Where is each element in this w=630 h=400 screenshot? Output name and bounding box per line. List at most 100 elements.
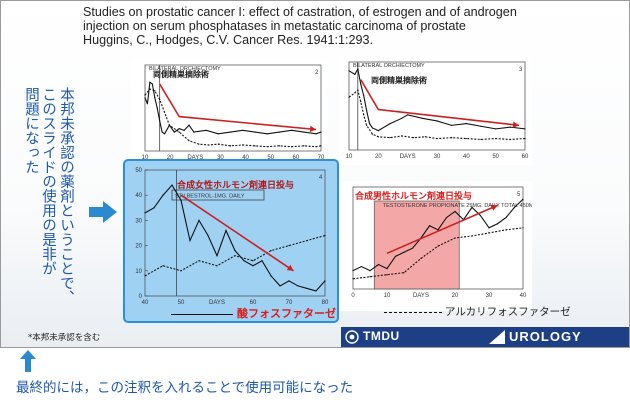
trend-arrow: [180, 194, 294, 272]
title-line-3: Huggins, C., Hodges, C.V. Cancer Res. 19…: [83, 33, 374, 47]
data-point: [496, 223, 499, 225]
data-point: [151, 83, 153, 85]
data-point: [407, 114, 409, 116]
data-point: [162, 194, 164, 196]
x-tick-label: 30: [434, 154, 441, 160]
data-point: [180, 199, 182, 201]
data-point: [369, 270, 371, 272]
right-arrow-icon: [89, 201, 117, 223]
data-point: [198, 219, 200, 221]
data-point: [522, 227, 524, 229]
chart-3-plot: 3 BILATERAL ORCHIECTOMY 10 20 DAYS 30 40 50 60: [346, 61, 529, 160]
data-point: [315, 133, 317, 135]
data-point: [451, 124, 453, 126]
slide: Studies on prostatic cancer I: effect of…: [0, 0, 630, 348]
data-point: [363, 114, 365, 116]
data-point: [198, 143, 200, 145]
x-tick-label: 80: [322, 300, 329, 306]
data-point: [377, 130, 379, 132]
data-point: [389, 123, 391, 125]
data-point: [303, 131, 305, 133]
side-note-line-3: 問題になった: [23, 87, 39, 174]
figure-number: 4: [319, 175, 323, 181]
data-point: [242, 144, 244, 146]
data-point: [401, 117, 403, 119]
annotation-en: BILATERAL ORCHIECTOMY: [149, 66, 221, 72]
chart-4: 4 STILBESTROL-1MG. DAILY 50 40 30 20 10 0 40 50 DA…: [129, 164, 329, 314]
data-point: [144, 275, 146, 277]
data-point: [278, 145, 281, 147]
data-point: [189, 239, 191, 242]
data-point: [357, 68, 359, 70]
data-point: [377, 263, 380, 266]
data-point: [403, 272, 405, 274]
y-tick-label: 40: [135, 193, 142, 199]
data-point: [420, 257, 422, 259]
data-point: [234, 255, 236, 257]
data-point: [183, 129, 185, 131]
data-point: [324, 280, 326, 282]
data-point: [471, 206, 473, 208]
legend-acid-line: [171, 314, 233, 315]
acid-phosphatase-line: [348, 67, 526, 132]
data-point: [488, 232, 490, 234]
annotation-en: STILBESTROL-1MG. DAILY: [175, 194, 245, 200]
data-point: [495, 137, 497, 140]
data-point: [324, 234, 326, 237]
alkaline-phosphatase-line: [144, 88, 322, 148]
data-point: [412, 137, 415, 139]
trend-arrow: [386, 204, 498, 255]
data-point: [371, 127, 374, 129]
data-point: [465, 137, 467, 140]
data-point: [291, 146, 293, 148]
data-point: [162, 265, 164, 267]
data-point: [278, 131, 281, 133]
data-point: [254, 131, 256, 133]
title-line-1: Studies on prostatic cancer I: effect of…: [83, 5, 517, 19]
data-point: [229, 145, 232, 147]
x-tick-label: 40: [142, 300, 149, 306]
data-point: [411, 247, 414, 249]
legend-acid-phosphatase: 酸フォスファターゼ: [237, 307, 336, 320]
data-point: [403, 251, 405, 253]
data-point: [252, 265, 254, 267]
data-point: [291, 129, 293, 131]
data-point: [315, 290, 317, 292]
side-note-line-2: このスライドの使用の是非が: [40, 87, 56, 276]
data-point: [161, 131, 163, 133]
figure-number: 2: [315, 70, 319, 76]
data-point: [217, 143, 219, 145]
data-point: [205, 129, 207, 131]
x-tick-label: 60: [293, 155, 300, 161]
data-point: [437, 229, 439, 231]
data-point: [524, 128, 526, 130]
data-point: [479, 214, 482, 217]
data-point: [524, 137, 526, 140]
data-point: [389, 137, 391, 139]
data-point: [266, 146, 268, 148]
data-point: [513, 206, 516, 208]
data-point: [207, 144, 210, 146]
data-point: [288, 280, 290, 282]
data-point: [354, 73, 356, 75]
data-point: [254, 145, 256, 147]
x-tick-label: 20: [167, 155, 174, 161]
urology-logo-icon: [489, 330, 505, 344]
data-point: [315, 146, 317, 148]
data-point: [454, 210, 456, 213]
data-point: [471, 235, 473, 237]
data-point: [146, 103, 149, 105]
legend-alkaline-line: [384, 312, 442, 313]
x-tick-label: 10: [384, 293, 391, 299]
data-point: [149, 81, 151, 83]
x-tick-label: DAYS: [209, 300, 225, 306]
data-point: [366, 109, 368, 111]
data-point: [279, 285, 281, 287]
data-point: [451, 137, 453, 139]
x-tick-label: 10: [142, 155, 149, 161]
data-point: [320, 145, 322, 147]
data-point: [509, 138, 511, 141]
data-point: [401, 135, 403, 137]
data-point: [348, 96, 350, 98]
data-point: [495, 128, 497, 130]
